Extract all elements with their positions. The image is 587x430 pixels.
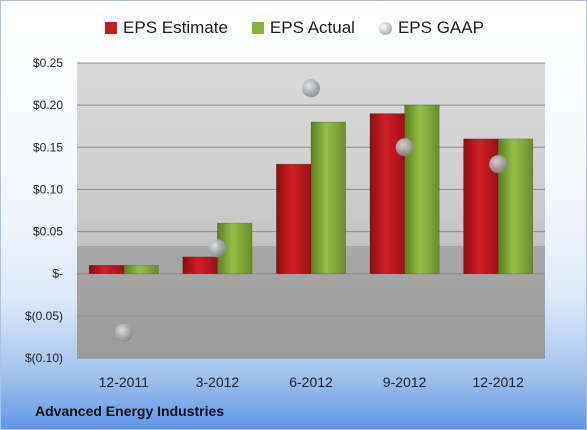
legend-item-eps-actual: EPS Actual (251, 18, 355, 38)
legend-marker-eps-gaap (378, 21, 392, 35)
legend-label-eps-actual: EPS Actual (269, 18, 355, 37)
gaap-points (114, 79, 508, 342)
x-axis: 12-2011 3-2012 6-2012 9-2012 12-2012 (99, 374, 524, 390)
x-tick-label: 3-2012 (196, 374, 240, 390)
eps-actual-bar (404, 104, 440, 275)
legend-label-eps-gaap: EPS GAAP (397, 18, 484, 37)
bars (88, 104, 534, 275)
eps-gaap-point (114, 323, 133, 342)
legend-swatch-eps-estimate (105, 22, 118, 34)
eps-gaap-point (489, 155, 508, 174)
eps-estimate-bar (182, 256, 218, 275)
eps-gaap-point (302, 79, 320, 98)
eps-estimate-bar (88, 264, 125, 275)
x-tick-label: 6-2012 (289, 374, 333, 390)
legend-item-eps-gaap: EPS GAAP (378, 18, 484, 38)
legend-swatch-eps-actual (251, 22, 264, 34)
y-tick-label: $0.25 (33, 56, 63, 70)
x-tick-label: 9-2012 (383, 374, 427, 390)
eps-estimate-bar (276, 163, 312, 275)
eps-actual-bar (310, 121, 346, 275)
y-tick-label: $(0.05) (25, 309, 63, 323)
y-tick-label: $(0.10) (25, 351, 63, 365)
eps-estimate-bar (369, 113, 405, 275)
y-axis: $0.25 $0.20 $0.15 $0.10 $0.05 $- $(0.05) $(0.10… (25, 56, 63, 365)
eps-gaap-point (208, 239, 227, 258)
y-tick-label: $0.20 (33, 98, 63, 112)
legend-item-eps-estimate: EPS Estimate (105, 18, 228, 38)
eps-actual-bar (123, 264, 159, 275)
y-tick-label: $0.15 (33, 140, 63, 154)
legend-label-eps-estimate: EPS Estimate (123, 18, 228, 37)
x-tick-label: 12-2012 (473, 374, 525, 390)
y-tick-label: $- (52, 267, 63, 281)
y-tick-label: $0.05 (33, 225, 63, 239)
legend: EPS Estimate EPS Actual EPS GAAP (1, 18, 586, 38)
eps-gaap-point (395, 138, 414, 157)
x-tick-label: 12-2011 (99, 374, 150, 390)
y-tick-label: $0.10 (33, 182, 63, 196)
company-name: Advanced Energy Industries (35, 403, 225, 419)
